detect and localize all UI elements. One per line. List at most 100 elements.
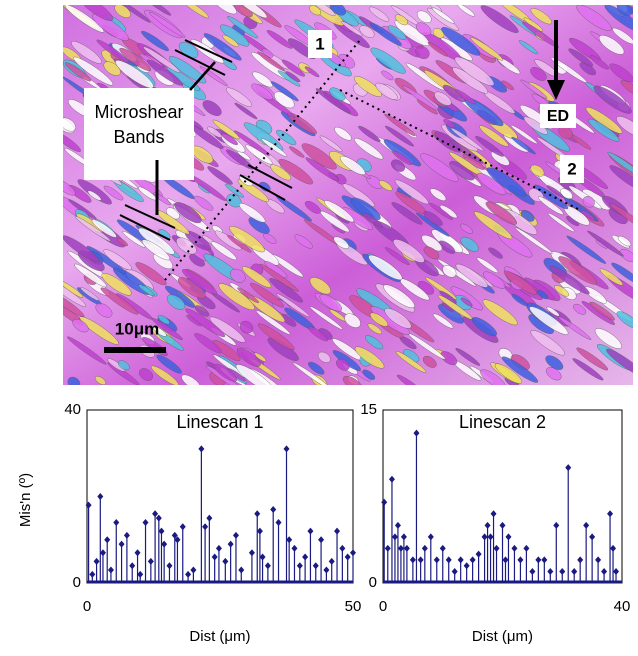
grain — [207, 166, 233, 185]
grain — [87, 190, 102, 201]
grain — [480, 369, 507, 385]
marker — [152, 510, 159, 518]
marker — [457, 556, 464, 564]
marker — [166, 562, 173, 570]
grain — [143, 46, 181, 73]
band-marker — [239, 174, 286, 201]
grain — [308, 361, 325, 375]
grain — [209, 316, 246, 343]
marker — [270, 505, 277, 513]
marker — [493, 544, 500, 552]
marker — [129, 562, 136, 570]
grain — [179, 5, 209, 19]
marker — [174, 536, 181, 544]
grain — [281, 59, 305, 77]
grain — [79, 316, 119, 345]
marker — [296, 562, 303, 570]
grain — [135, 262, 167, 286]
marker — [427, 533, 434, 541]
x-tick-label: 0 — [83, 598, 91, 615]
grain — [285, 71, 301, 83]
marker — [481, 533, 488, 541]
grain — [305, 157, 340, 182]
grain — [96, 39, 130, 64]
grain — [259, 263, 299, 292]
grain — [168, 56, 207, 84]
grain — [342, 207, 373, 230]
grain — [152, 325, 167, 337]
grain — [63, 117, 76, 132]
marker — [227, 540, 234, 548]
grain — [530, 67, 547, 81]
grain — [476, 173, 507, 195]
grain — [576, 5, 612, 31]
grain — [117, 360, 130, 371]
grain — [207, 126, 223, 138]
grain — [423, 246, 440, 260]
grain — [523, 116, 549, 135]
grain — [521, 21, 559, 48]
grain — [203, 33, 242, 61]
grain — [619, 248, 633, 262]
marker — [391, 533, 398, 541]
grain — [324, 200, 355, 223]
grain — [530, 330, 565, 356]
grain — [270, 81, 299, 102]
marker — [134, 549, 141, 557]
marker — [93, 557, 100, 565]
marker — [394, 521, 401, 529]
grain — [576, 347, 609, 371]
grain — [460, 236, 479, 252]
grain — [227, 16, 258, 39]
grain — [547, 212, 575, 233]
grain — [362, 212, 383, 228]
grain — [616, 311, 633, 329]
y-tick-label: 15 — [360, 401, 377, 418]
ed-arrowhead — [547, 80, 565, 100]
marker — [291, 544, 298, 552]
grain — [393, 239, 425, 263]
grain — [333, 236, 350, 249]
grain — [438, 240, 456, 254]
marker — [589, 533, 596, 541]
marker — [118, 540, 125, 548]
grain — [441, 27, 481, 56]
grain — [304, 66, 320, 78]
marker — [388, 475, 395, 483]
marker — [445, 556, 452, 564]
marker — [403, 544, 410, 552]
marker — [254, 510, 261, 518]
x-axis-label: Dist (μm) — [472, 628, 533, 645]
grain — [241, 266, 272, 288]
x-axis-label: Dist (μm) — [189, 628, 250, 645]
grain — [545, 355, 564, 370]
grain — [235, 364, 275, 385]
grain — [616, 116, 633, 138]
grain — [71, 41, 102, 64]
grain — [117, 5, 151, 23]
y-tick-label: 0 — [369, 574, 377, 591]
marker — [490, 510, 497, 518]
grain — [182, 269, 218, 295]
grain — [369, 312, 389, 327]
grain — [261, 138, 288, 157]
chart-title: Linescan 1 — [176, 412, 263, 432]
grain — [518, 40, 539, 55]
grain — [482, 299, 518, 326]
y-tick-label: 40 — [64, 401, 81, 418]
grain — [334, 126, 352, 141]
grain — [251, 83, 273, 100]
grain — [473, 211, 513, 240]
grain — [536, 289, 549, 300]
label-box — [540, 104, 576, 128]
marker — [577, 556, 584, 564]
grain — [369, 6, 390, 22]
grain — [573, 303, 587, 315]
chart-title: Linescan 2 — [459, 412, 546, 432]
grain — [546, 306, 560, 317]
grain — [390, 159, 406, 172]
pointer — [189, 61, 216, 91]
grain — [554, 285, 569, 297]
grain — [558, 126, 574, 140]
grain — [599, 268, 624, 286]
